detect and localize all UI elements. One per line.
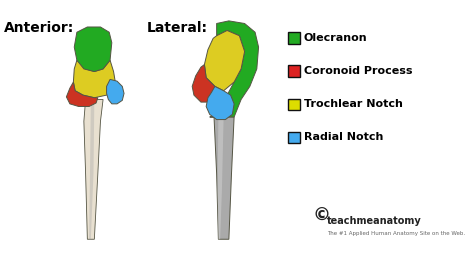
Polygon shape — [107, 79, 124, 104]
Polygon shape — [73, 60, 115, 98]
Text: Trochlear Notch: Trochlear Notch — [304, 99, 403, 109]
Polygon shape — [192, 64, 215, 102]
Text: Coronoid Process: Coronoid Process — [304, 66, 412, 76]
Bar — [288, 32, 300, 44]
Text: ©: © — [313, 207, 331, 225]
Text: teachmeanatomy: teachmeanatomy — [327, 216, 421, 226]
Polygon shape — [218, 117, 224, 239]
Polygon shape — [204, 31, 245, 91]
Polygon shape — [210, 117, 234, 239]
Polygon shape — [66, 82, 98, 106]
Polygon shape — [206, 86, 234, 120]
Text: The #1 Applied Human Anatomy Site on the Web.: The #1 Applied Human Anatomy Site on the… — [327, 231, 465, 236]
Bar — [288, 132, 300, 143]
Polygon shape — [89, 99, 94, 239]
Polygon shape — [217, 21, 259, 117]
Text: Radial Notch: Radial Notch — [304, 133, 383, 143]
Bar — [288, 99, 300, 110]
Polygon shape — [74, 27, 112, 72]
Text: Olecranon: Olecranon — [304, 33, 368, 43]
Text: Lateral:: Lateral: — [147, 21, 208, 35]
Text: Anterior:: Anterior: — [4, 21, 74, 35]
Bar — [288, 66, 300, 77]
Polygon shape — [84, 99, 103, 239]
